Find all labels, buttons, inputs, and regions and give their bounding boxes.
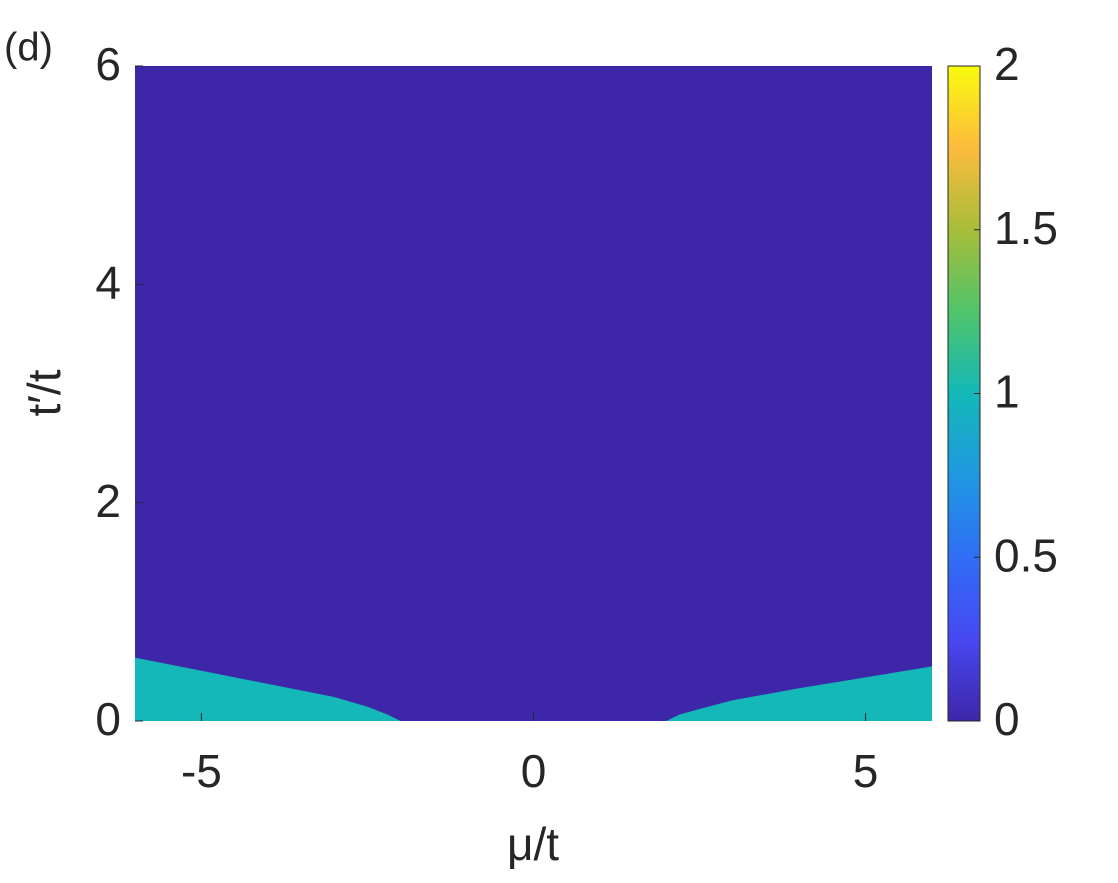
x-tick-label: 0 [521,745,547,797]
phase-region [135,657,401,721]
y-tick-label: 2 [95,475,121,527]
colorbar-tick-label: 2 [994,38,1020,90]
x-tick-label: 5 [853,745,879,797]
y-tick-label: 4 [95,256,121,308]
colorbar-tick-label: 1.5 [994,202,1058,254]
phase-region [666,666,932,721]
y-tick-label: 6 [95,38,121,90]
x-axis-label: μ/t [507,818,559,870]
y-tick-label: 0 [95,693,121,745]
y-axis-label: t′/t [18,369,70,416]
background-region [135,66,932,721]
colorbar-tick-label: 0 [994,693,1020,745]
panel-label: (d) [4,26,53,70]
colorbar-tick-label: 0.5 [994,529,1058,581]
x-tick-label: -5 [181,745,222,797]
colorbar-tick-label: 1 [994,366,1020,418]
